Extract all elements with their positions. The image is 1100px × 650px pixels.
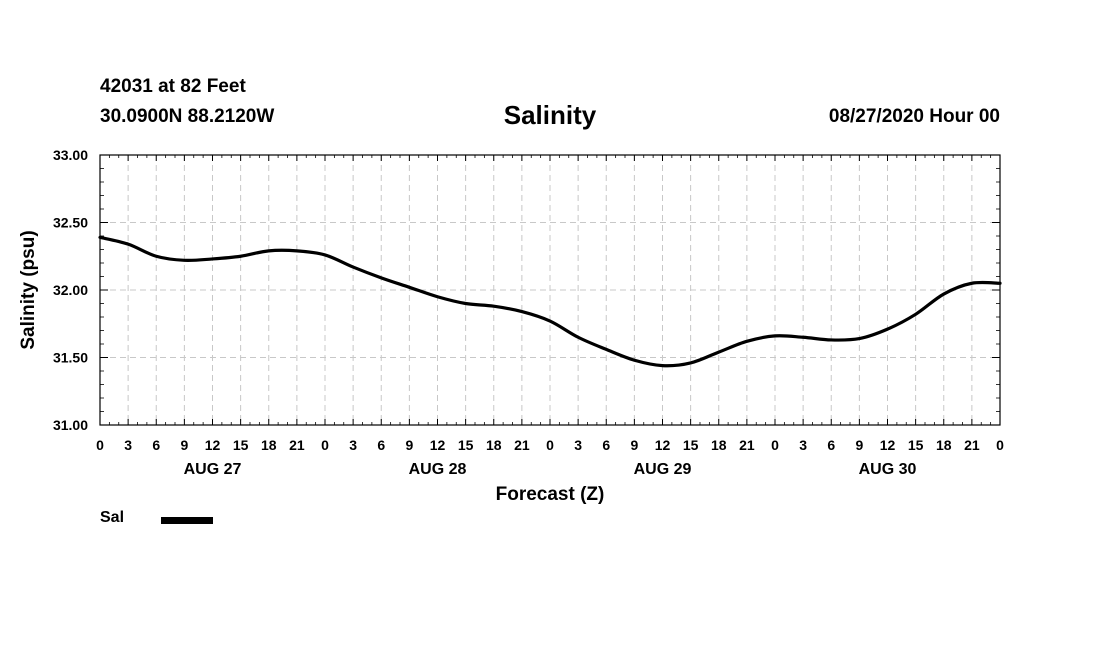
- x-tick-label: 21: [964, 437, 980, 453]
- x-tick-label: 9: [855, 437, 863, 453]
- x-tick-label: 6: [602, 437, 610, 453]
- x-tick-label: 12: [655, 437, 671, 453]
- x-tick-label: 0: [96, 437, 104, 453]
- series-line-sal: [98, 235, 1002, 368]
- x-tick-label: 3: [574, 437, 582, 453]
- x-tick-label: 9: [630, 437, 638, 453]
- x-tick-label: 6: [377, 437, 385, 453]
- x-tick-label: 15: [683, 437, 699, 453]
- legend-swatch: [161, 517, 213, 524]
- x-tick-label: 18: [261, 437, 277, 453]
- y-tick-label: 33.00: [53, 147, 88, 163]
- x-tick-label: 0: [321, 437, 329, 453]
- grid-lines: [100, 155, 1000, 425]
- day-label: AUG 30: [859, 461, 917, 478]
- x-tick-label: 18: [711, 437, 727, 453]
- tick-labels: 0 3 6 9 12 15 18 21 0 3 6 9 12 15 18 21 0 3 6 9 12 15 18 21 0 3 6 9…: [53, 147, 1004, 478]
- x-tick-label: 18: [486, 437, 502, 453]
- y-tick-label: 32.50: [53, 215, 88, 231]
- x-tick-label: 15: [233, 437, 249, 453]
- y-tick-label: 32.00: [53, 282, 88, 298]
- x-tick-label: 21: [739, 437, 755, 453]
- x-tick-label: 0: [771, 437, 779, 453]
- forecast-datetime: 08/27/2020 Hour 00: [828, 106, 1000, 127]
- day-label: AUG 29: [634, 461, 692, 478]
- x-tick-label: 6: [827, 437, 835, 453]
- x-tick-label: 15: [908, 437, 924, 453]
- day-label: AUG 27: [184, 461, 242, 478]
- x-tick-label: 12: [430, 437, 446, 453]
- legend-label: Sal: [100, 509, 125, 526]
- y-axis-label: Salinity (psu): [18, 230, 39, 349]
- x-axis-label: Forecast (Z): [496, 484, 605, 505]
- x-tick-label: 12: [880, 437, 896, 453]
- x-tick-label: 15: [458, 437, 474, 453]
- chart-title: Salinity: [503, 100, 597, 130]
- x-tick-label: 6: [152, 437, 160, 453]
- x-tick-label: 3: [349, 437, 357, 453]
- y-tick-label: 31.50: [53, 350, 88, 366]
- plot-frame: [99, 154, 1001, 426]
- y-tick-label: 31.00: [53, 417, 88, 433]
- day-label: AUG 28: [409, 461, 467, 478]
- x-tick-label: 21: [289, 437, 305, 453]
- station-label: 42031 at 82 Feet: [100, 76, 246, 97]
- x-tick-label: 12: [205, 437, 221, 453]
- x-tick-label: 3: [124, 437, 132, 453]
- x-tick-label: 3: [799, 437, 807, 453]
- x-tick-label: 0: [546, 437, 554, 453]
- x-tick-label: 9: [405, 437, 413, 453]
- coordinates-label: 30.0900N 88.2120W: [100, 106, 275, 127]
- x-tick-label: 9: [180, 437, 188, 453]
- x-tick-label: 21: [514, 437, 530, 453]
- x-tick-label: 0: [996, 437, 1004, 453]
- x-tick-label: 18: [936, 437, 952, 453]
